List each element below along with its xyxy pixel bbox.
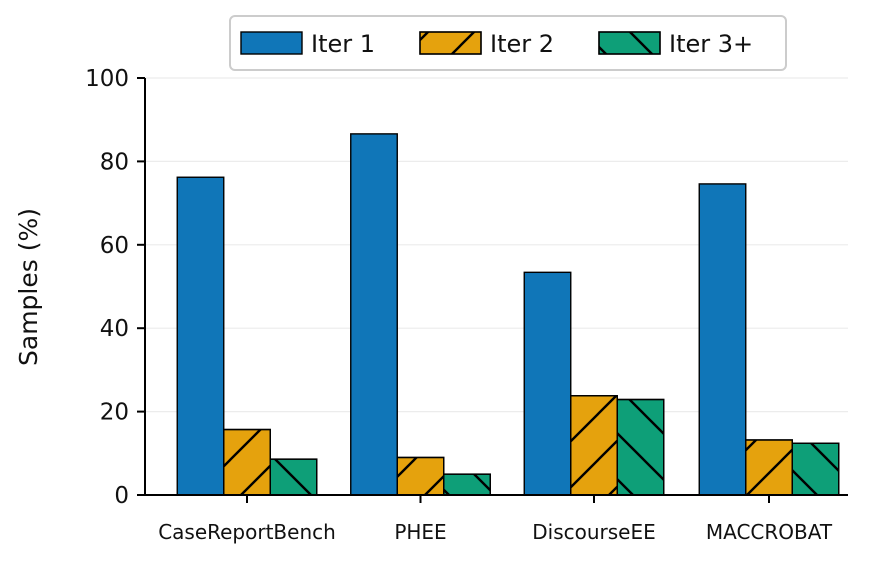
x-tick-label: DiscourseEE (532, 520, 656, 544)
legend-swatch-hatch (419, 31, 482, 55)
x-tick-label: CaseReportBench (158, 520, 336, 544)
y-tick-label: 80 (100, 149, 129, 175)
y-tick-label: 60 (100, 233, 129, 259)
bar-hatch (223, 428, 271, 496)
bar-hatch (745, 439, 793, 496)
x-tick-label: MACCROBAT (706, 520, 833, 544)
y-tick-label: 40 (100, 316, 129, 342)
x-ticks: CaseReportBench PHEE DiscourseEE MACCROBAT (158, 495, 833, 544)
legend-label: Iter 2 (490, 30, 554, 58)
bar-hatch (396, 456, 445, 496)
legend-swatch-hatch (598, 31, 661, 55)
bar-hatch (269, 458, 318, 496)
bar-hatch (570, 395, 618, 496)
bars-group (176, 133, 840, 496)
y-ticks: 0 20 40 60 80 100 (85, 66, 145, 509)
bar-iter-1-maccrobat (698, 183, 747, 496)
y-axis-title: Samples (%) (14, 208, 43, 366)
y-tick-label: 20 (100, 400, 129, 426)
bar-iter-1-casereportbench (176, 176, 225, 496)
legend: Iter 1 Iter 2 Iter 3+ (229, 15, 787, 71)
legend-swatch (240, 31, 303, 55)
legend-label: Iter 3+ (669, 30, 753, 58)
bar-hatch (791, 442, 840, 496)
legend-label: Iter 1 (311, 30, 375, 58)
y-tick-label: 0 (114, 483, 129, 509)
legend-box (229, 15, 787, 71)
y-tick-label: 100 (85, 66, 129, 92)
bar-hatch (443, 473, 491, 496)
x-tick-label: PHEE (394, 520, 446, 544)
bar-iter-1-phee (350, 133, 398, 496)
bar-hatch (616, 398, 665, 496)
bar-iter-1-discourseee (523, 271, 572, 496)
